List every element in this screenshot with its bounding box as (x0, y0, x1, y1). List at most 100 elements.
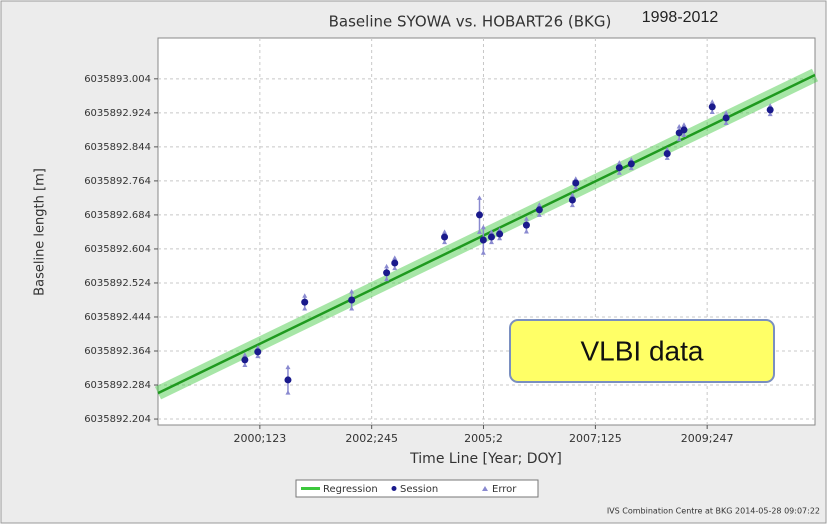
error-marker (302, 293, 308, 298)
y-tick-label: 6035892.444 (84, 312, 151, 323)
regression-line (157, 73, 816, 395)
error-marker (255, 345, 261, 350)
legend-label: Session (400, 484, 438, 495)
error-marker (573, 184, 579, 190)
error-marker (488, 239, 494, 245)
error-marker (285, 364, 291, 370)
error-marker (523, 229, 529, 234)
session-point (615, 164, 623, 172)
error-marker (628, 165, 634, 171)
y-tick-label: 6035892.204 (84, 414, 151, 425)
error-marker (569, 202, 575, 208)
error-marker (477, 195, 483, 200)
error-marker (349, 288, 355, 294)
x-tick-label: 2005;2 (464, 432, 503, 445)
session-point (663, 150, 671, 158)
session-point (680, 126, 688, 134)
x-tick-label: 2002;245 (345, 432, 398, 445)
chart-title: Baseline SYOWA vs. HOBART26 (BKG) (329, 13, 612, 31)
error-marker (480, 250, 486, 255)
y-tick-label: 6035892.604 (84, 244, 151, 255)
error-marker (384, 263, 390, 269)
session-point (284, 376, 292, 384)
session-point (522, 221, 530, 229)
error-marker (676, 123, 682, 129)
session-point (535, 206, 543, 214)
annotation-box (509, 319, 775, 383)
error-marker (523, 216, 529, 221)
error-marker (497, 227, 503, 232)
legend (295, 479, 539, 498)
error-marker (616, 160, 622, 165)
y-tick-label: 6035892.844 (84, 142, 151, 153)
y-tick-label: 6035893.004 (84, 74, 151, 85)
error-marker (477, 229, 483, 234)
session-point (708, 103, 716, 111)
error-marker (384, 276, 390, 282)
y-tick-label: 6035892.924 (84, 108, 151, 119)
y-tick-label: 6035892.524 (84, 278, 151, 289)
session-point (487, 233, 495, 241)
error-marker (255, 353, 261, 359)
subtitle: 1998-2012 (642, 9, 719, 26)
session-point (479, 236, 487, 244)
session-point (568, 196, 576, 204)
y-axis-label: Baseline length [m] (33, 168, 48, 296)
error-marker (536, 212, 542, 217)
x-tick-label: 2000;123 (234, 432, 287, 445)
error-marker (497, 235, 503, 241)
error-marker (628, 157, 634, 162)
legend-label: Error (492, 484, 517, 495)
session-point (348, 296, 356, 304)
error-marker (681, 132, 687, 137)
x-tick-label: 2009;247 (681, 432, 734, 445)
error-marker (723, 110, 729, 115)
session-point (627, 160, 635, 168)
session-point (441, 233, 449, 241)
session-point (241, 356, 249, 364)
y-tick-label: 6035892.364 (84, 346, 151, 357)
error-marker (573, 176, 579, 181)
session-point (476, 211, 484, 219)
session-point (572, 179, 580, 187)
y-tick-label: 6035892.284 (84, 380, 151, 391)
error-marker (285, 390, 291, 395)
error-marker (676, 136, 682, 142)
session-point (301, 298, 309, 306)
legend-label: Regression (323, 484, 378, 495)
annotation: VLBI data (581, 335, 704, 366)
footer: IVS Combination Centre at BKG 2014-05-28… (607, 507, 820, 516)
error-marker (242, 362, 248, 368)
y-tick-label: 6035892.684 (84, 210, 151, 221)
error-marker (664, 155, 670, 160)
y-tick-label: 6035892.764 (84, 176, 151, 187)
session-point (496, 230, 504, 238)
error-marker (681, 122, 687, 127)
error-marker (242, 352, 248, 357)
session-point (254, 348, 262, 356)
error-marker (442, 229, 448, 234)
error-marker (767, 103, 773, 108)
error-marker (709, 109, 715, 114)
error-marker (616, 170, 622, 175)
error-marker (392, 255, 398, 260)
error-marker (392, 265, 398, 271)
error-marker (664, 146, 670, 152)
legend-swatch (482, 486, 488, 491)
plot: 6035892.204 6035892.284 6035892.364 6035892… (84, 38, 819, 445)
session-point (383, 269, 391, 277)
error-marker (488, 229, 494, 234)
error-marker (480, 224, 486, 230)
error-marker (536, 202, 542, 207)
legend-swatch (391, 486, 397, 491)
error-marker (723, 120, 729, 126)
error-marker (767, 111, 773, 117)
legend-items: Regression Session Error (301, 484, 517, 495)
error-marker (569, 192, 575, 197)
x-axis-label: Time Line [Year; DOY] (409, 451, 562, 467)
session-point (391, 259, 399, 267)
error-marker (302, 305, 308, 311)
x-tick-label: 2007;125 (569, 432, 622, 445)
session-point (766, 106, 774, 114)
